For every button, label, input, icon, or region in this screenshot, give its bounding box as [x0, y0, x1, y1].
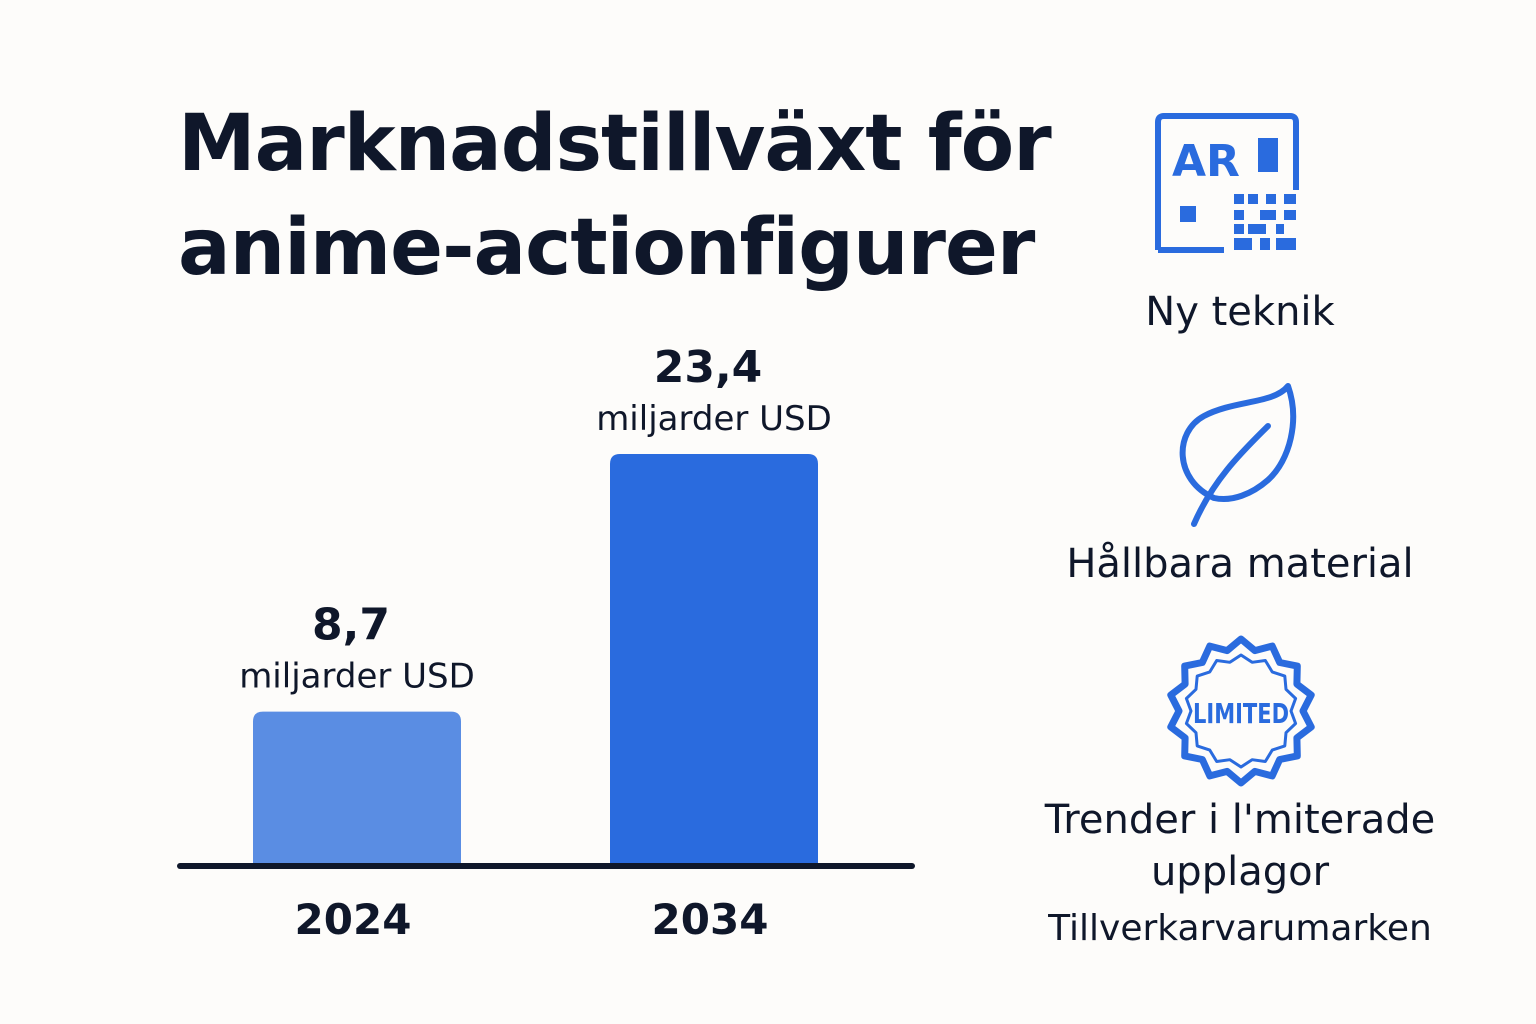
sidebar-item-label: Hållbara material — [1066, 541, 1414, 587]
chart-title: Marknadstillväxt för anime-actionfigurer — [178, 92, 1078, 300]
x-tick-label: 2034 — [652, 895, 769, 944]
bar-chart: 8,7 miljarder USD 2024 23,4 miljarder USD 203… — [177, 342, 915, 944]
chart-title-line-1: Marknadstillväxt för — [178, 99, 1052, 189]
limited-badge-icon: LIMITED — [1164, 634, 1318, 793]
sidebar-item-limited: Trender i l'miterade upplagor Tillverkar… — [1030, 794, 1450, 954]
data-label-value: 8,7 — [312, 600, 390, 651]
data-label-unit: miljarder USD — [239, 657, 475, 697]
bar-2034 — [610, 454, 818, 864]
sidebar-item-sustainable: Hållbara material — [1030, 538, 1450, 590]
sidebar-item-label: Trender i l'miterade upplagor — [1044, 797, 1436, 895]
leaf-icon — [1172, 380, 1302, 535]
data-label-unit: miljarder USD — [596, 399, 832, 439]
ar-icon-text: AR — [1172, 136, 1240, 187]
sidebar-item-label: Ny teknik — [1145, 289, 1335, 335]
limited-badge-text: LIMITED — [1193, 697, 1289, 730]
ar-qr-icon: AR — [1152, 112, 1304, 265]
sidebar-item-sublabel: Tillverkarvarumarken — [1048, 908, 1432, 949]
data-label-value: 23,4 — [654, 342, 763, 393]
sidebar-item-new-tech: Ny teknik — [1030, 286, 1450, 338]
bar-2024 — [253, 711, 461, 864]
x-tick-label: 2024 — [295, 895, 412, 944]
chart-title-line-2: anime-actionfigurer — [178, 203, 1035, 293]
